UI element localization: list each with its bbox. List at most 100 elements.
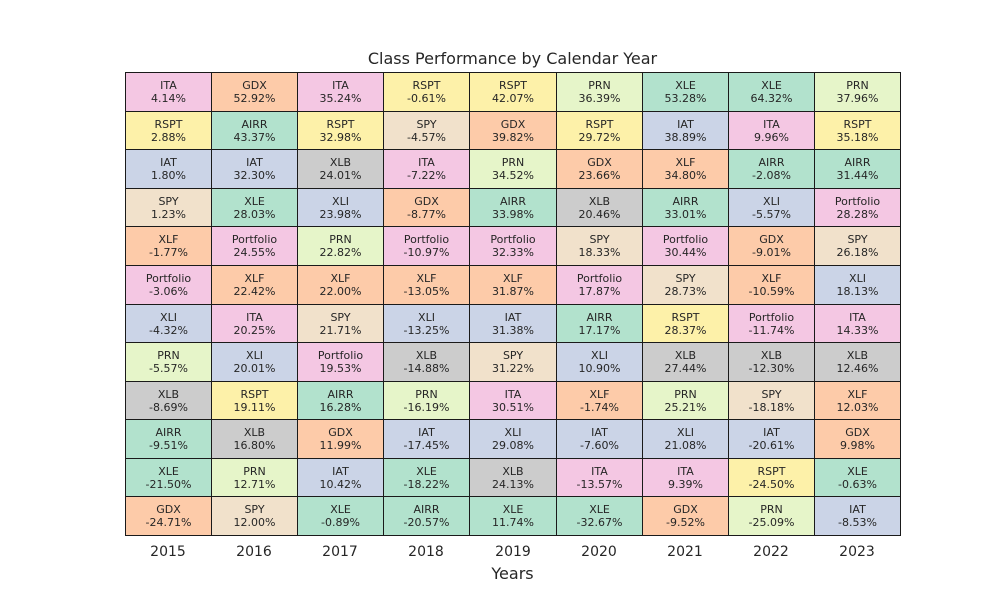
cell-ticker: Portfolio [834,194,881,208]
cell-return: 23.98% [319,207,362,221]
cell-ticker: RSPT [412,79,441,92]
cell-ticker: XLB [243,426,266,439]
cell-return: 34.80% [664,169,707,182]
cell-ticker: RSPT [757,464,786,478]
cell-ticker: Portfolio [145,272,192,285]
cell-return: -8.69% [149,400,188,414]
table-cell: IAT -8.53% [814,496,901,536]
table-cell: Portfolio 17.87% [556,265,643,305]
cell-ticker: AIRR [499,194,527,208]
cell-ticker: PRN [157,349,180,362]
cell-ticker: XLF [330,272,351,285]
table-cell: ITA -13.57% [556,458,643,497]
table-cell: XLB 27.44% [642,342,729,382]
table-cell: XLE 11.74% [469,496,557,536]
table-cell: SPY 31.22% [469,342,557,382]
x-tick-label: 2021 [667,544,703,560]
cell-return: 23.66% [578,169,621,182]
cell-ticker: GDX [845,426,870,439]
cell-ticker: SPY [675,272,696,285]
cell-return: -10.59% [748,285,795,298]
cell-return: 52.92% [233,92,276,105]
cell-return: -0.63% [838,477,877,491]
cell-ticker: RSPT [326,117,355,131]
table-cell: ITA -7.22% [383,149,470,189]
cell-ticker: GDX [156,503,181,516]
cell-return: 11.99% [319,439,362,452]
cell-ticker: XLB [588,194,611,208]
table-cell: IAT 31.38% [469,304,557,343]
table-cell: ITA 30.51% [469,381,557,420]
cell-ticker: PRN [243,464,266,478]
cell-ticker: XLI [591,349,608,362]
chart-title: Class Performance by Calendar Year [367,49,658,68]
cell-ticker: XLF [158,233,179,246]
table-cell: AIRR 16.28% [297,381,384,420]
table-cell: XLF 22.00% [297,265,384,305]
cell-return: -4.57% [407,130,446,144]
table-cell: XLE -32.67% [556,496,643,536]
cell-ticker: XLB [415,349,438,362]
cell-return: 36.39% [578,92,621,105]
table-cell: XLE 28.03% [211,188,298,227]
cell-return: 2.88% [151,130,186,144]
cell-return: 9.98% [840,439,875,452]
table-cell: PRN 22.82% [297,226,384,266]
cell-return: 28.37% [664,323,707,337]
cell-return: 32.98% [319,130,362,144]
table-cell: IAT 1.80% [125,149,212,189]
cell-return: 33.01% [664,207,707,221]
cell-return: -7.22% [407,169,446,182]
cell-ticker: AIRR [327,387,354,401]
table-cell: PRN 25.21% [642,381,729,420]
cell-return: 32.30% [233,169,276,182]
table-cell: XLB 24.13% [469,458,557,497]
cell-return: 27.44% [664,362,707,375]
x-tick-label: 2016 [236,544,272,560]
cell-return: 16.80% [233,439,276,452]
cell-return: -8.53% [838,516,877,529]
cell-return: 42.07% [492,92,534,105]
cell-ticker: ITA [332,79,349,92]
cell-ticker: SPY [158,194,179,208]
cell-return: 31.38% [492,323,534,337]
table-cell: Portfolio -10.97% [383,226,470,266]
cell-ticker: SPY [847,233,868,246]
table-cell: GDX 52.92% [211,72,298,112]
cell-ticker: XLE [761,79,782,92]
table-cell: XLI 21.08% [642,419,729,459]
cell-ticker: IAT [763,426,780,439]
table-cell: RSPT 42.07% [469,72,557,112]
cell-return: -16.19% [403,400,450,414]
cell-return: -5.57% [149,362,188,375]
x-tick-label: 2019 [495,544,531,560]
table-cell: IAT -17.45% [383,419,470,459]
cell-return: 29.72% [578,130,621,144]
cell-ticker: SPY [416,117,437,131]
cell-ticker: Portfolio [317,349,364,362]
cell-return: -20.61% [748,439,795,452]
table-cell: AIRR 33.98% [469,188,557,227]
cell-return: -24.71% [145,516,192,529]
cell-ticker: RSPT [843,117,872,131]
cell-return: -21.50% [145,477,192,491]
table-cell: ITA 20.25% [211,304,298,343]
cell-ticker: XLF [503,272,523,285]
table-cell: GDX -24.71% [125,496,212,536]
table-cell: XLB -12.30% [728,342,815,382]
cell-return: 1.23% [151,207,186,221]
cell-ticker: XLB [329,156,352,169]
cell-return: -1.74% [580,400,619,414]
cell-return: 1.80% [151,169,186,182]
cell-ticker: SPY [761,387,782,401]
cell-return: 37.96% [836,92,879,105]
cell-ticker: IAT [591,426,608,439]
table-cell: AIRR 33.01% [642,188,729,227]
cell-return: 28.73% [664,285,707,298]
cell-ticker: XLF [416,272,437,285]
cell-ticker: Portfolio [231,233,278,246]
cell-ticker: ITA [246,310,263,324]
cell-ticker: PRN [846,79,869,92]
cell-ticker: Portfolio [403,233,450,246]
table-cell: XLF 22.42% [211,265,298,305]
